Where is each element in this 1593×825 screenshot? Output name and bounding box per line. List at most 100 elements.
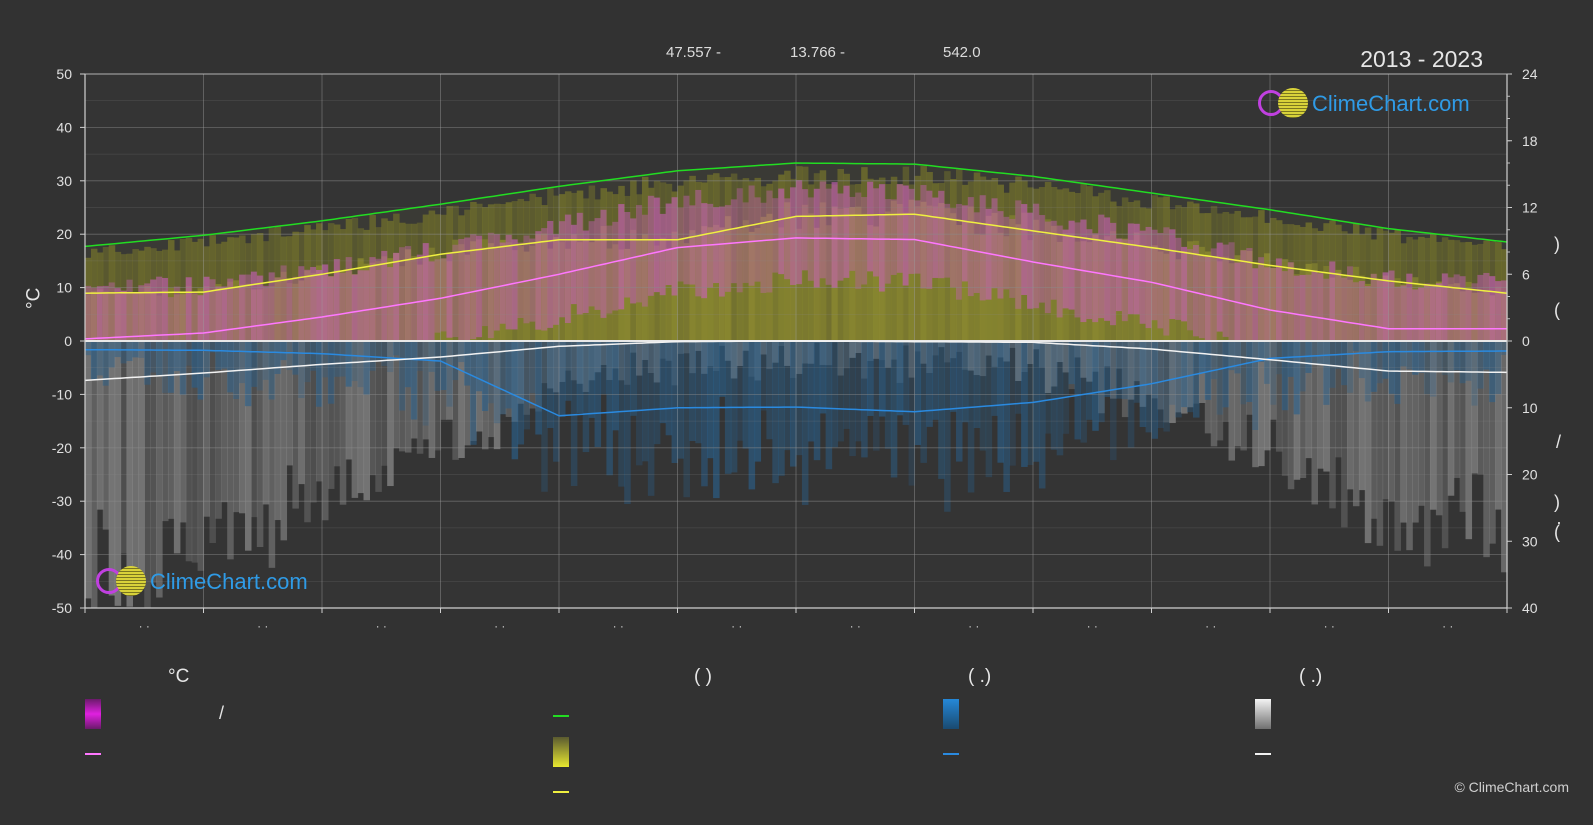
rain-bar <box>772 341 779 484</box>
sunshine-mean-bar <box>179 292 187 341</box>
sunshine-mean-bar <box>126 293 133 341</box>
rain-bar <box>1015 341 1022 414</box>
temperature-range-bar <box>1216 242 1224 332</box>
temperature-range-bar <box>1157 232 1164 329</box>
rain-bar <box>505 341 513 409</box>
temperature-range-bar <box>973 212 981 293</box>
rain-bar <box>327 341 335 404</box>
rain-bar <box>108 341 116 368</box>
sunshine-mean-bar <box>375 261 382 341</box>
sunshine-mean-bar <box>867 225 874 341</box>
snow-bar <box>452 341 459 460</box>
left-tick-label: -40 <box>52 547 72 563</box>
sunshine-mean-bar <box>997 232 1004 341</box>
rain-bar <box>1062 341 1070 434</box>
rain-bar <box>1240 341 1247 405</box>
rain-bar <box>1169 341 1176 405</box>
temperature-range-bar <box>322 264 329 341</box>
rain-bar <box>120 341 128 364</box>
rain-bar <box>1175 341 1182 418</box>
brand-logo-top[interactable]: ClimeChart.com <box>1258 88 1470 120</box>
snow-bar <box>298 341 305 485</box>
snow-bar <box>144 341 151 608</box>
temperature-range-bar <box>724 205 732 292</box>
temperature-range-bar <box>458 238 465 341</box>
rain-bar <box>268 341 276 400</box>
temperature-range-bar <box>138 285 145 341</box>
snow-bar <box>1352 341 1360 507</box>
snow-bar <box>1027 341 1034 365</box>
sunshine-mean-bar <box>458 244 465 341</box>
temperature-range-bar <box>108 282 116 341</box>
rain-bar <box>150 341 157 373</box>
rain-bar <box>1352 341 1360 352</box>
rain-bar <box>707 341 714 459</box>
right-tick-label: 20 <box>1522 467 1538 483</box>
temperature-range-bar <box>428 261 436 341</box>
sunshine-mean-bar <box>440 258 448 341</box>
snow-bar <box>1406 341 1413 551</box>
rain-bar <box>357 341 365 388</box>
rain-bar <box>1104 341 1111 397</box>
snow-bar <box>849 341 856 358</box>
snow-bar <box>1388 341 1396 502</box>
rain-bar <box>1092 341 1099 431</box>
snow-bar <box>1429 341 1437 510</box>
rain-bar <box>1471 341 1478 406</box>
snow-bar <box>381 341 388 466</box>
temperature-range-bar <box>861 197 868 285</box>
snow-bar <box>932 341 939 356</box>
snow-bar <box>458 341 465 458</box>
brand-logo-bottom[interactable]: ClimeChart.com <box>96 566 308 598</box>
sunshine-mean-bar <box>884 211 892 341</box>
rain-bar <box>126 341 133 362</box>
rain-bar <box>1299 341 1307 392</box>
rain-bar <box>410 341 418 420</box>
sunshine-mean-bar <box>167 287 175 341</box>
rain-bar <box>695 341 702 444</box>
left-tick-label: -10 <box>52 386 72 402</box>
snow-bar <box>1311 341 1318 505</box>
temperature-range-bar <box>1465 288 1473 341</box>
temperature-range-bar <box>1275 258 1283 341</box>
temperature-range-bar <box>1068 220 1076 310</box>
rain-bar <box>1358 341 1366 379</box>
snow-bar <box>1009 341 1016 348</box>
rain-bar <box>1068 341 1076 385</box>
temperature-range-bar <box>695 189 702 297</box>
temperature-range-bar <box>1400 285 1407 341</box>
temperature-range-bar <box>1376 278 1384 341</box>
sunshine-mean-bar <box>209 290 216 341</box>
snow-bar <box>1400 341 1407 523</box>
sunshine-mean-bar <box>784 202 791 341</box>
sunshine-mean-bar <box>523 251 530 341</box>
rain-bar <box>470 341 477 445</box>
snow-bar <box>855 341 862 354</box>
rain-bar <box>262 341 270 380</box>
rain-bar <box>1050 341 1058 450</box>
snow-bar <box>1056 341 1064 363</box>
temperature-range-bar <box>1252 268 1259 341</box>
snow-bar <box>1341 341 1348 528</box>
temperature-range-bar <box>351 274 359 341</box>
temperature-range-bar <box>126 279 133 341</box>
rain-bar <box>748 341 756 490</box>
snow-bar <box>1115 341 1123 369</box>
snow-bar <box>1258 341 1265 467</box>
temperature-range-bar <box>636 205 643 303</box>
left-tick-label: -20 <box>52 440 72 456</box>
rain-bar <box>594 341 602 447</box>
temperature-range-bar <box>173 286 181 341</box>
temperature-range-bar <box>1145 226 1153 329</box>
sunshine-mean-bar <box>612 244 619 341</box>
temperature-range-bar <box>1240 250 1247 341</box>
temperature-range-bar <box>772 198 779 273</box>
sunshine-mean-bar <box>1305 263 1313 341</box>
sunshine-mean-bar <box>244 283 252 341</box>
temperature-range-bar <box>1388 270 1396 341</box>
snow-bar <box>215 341 222 519</box>
snow-bar <box>179 341 187 523</box>
rain-bar <box>1305 341 1313 373</box>
snow-bar <box>570 341 578 381</box>
